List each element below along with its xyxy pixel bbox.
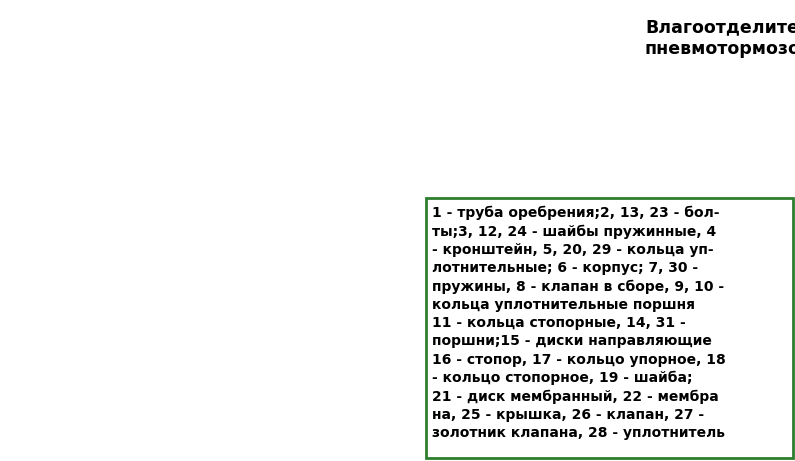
Text: 1 - труба оребрения;2, 13, 23 - бол-
ты;3, 12, 24 - шайбы пружинные, 4
- кронште: 1 - труба оребрения;2, 13, 23 - бол- ты;… [432, 206, 726, 440]
Bar [426, 198, 793, 458]
Bar [426, 198, 793, 458]
Text: Влагоотделитель
пневмотормозов: Влагоотделитель пневмотормозов [645, 18, 795, 58]
